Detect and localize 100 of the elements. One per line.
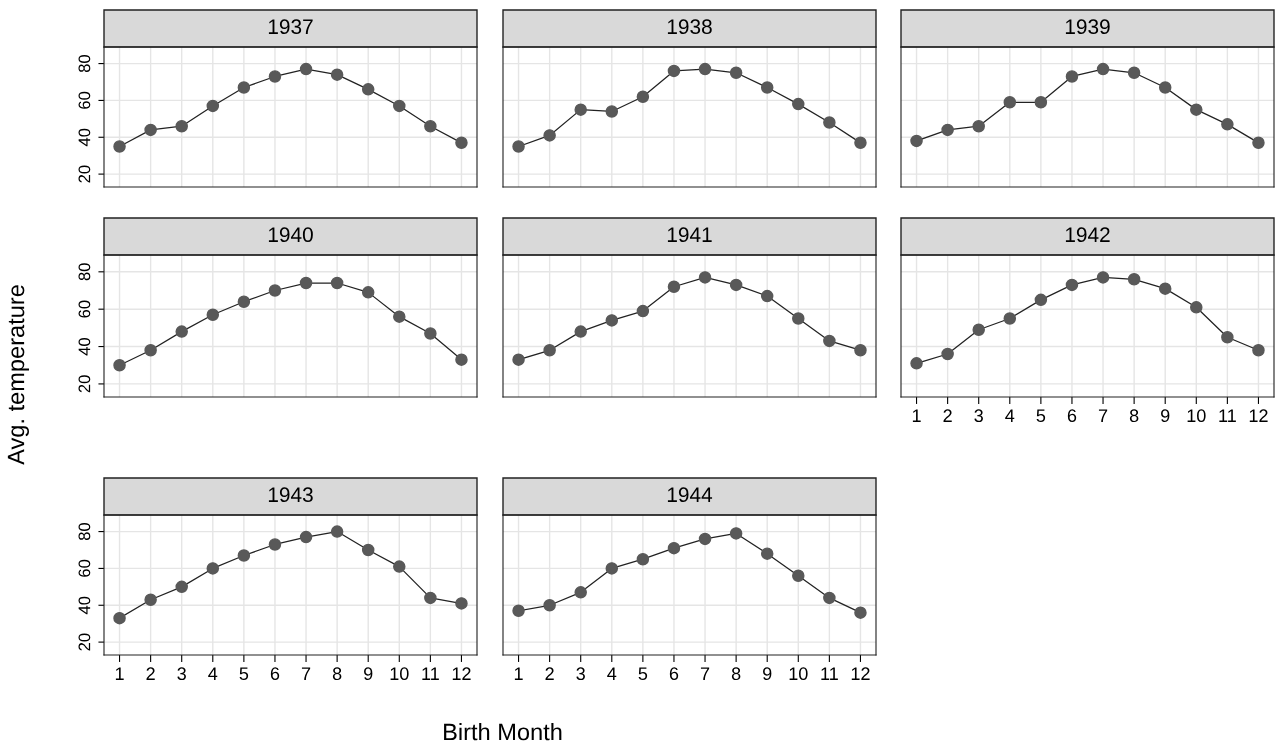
- x-tick-label: 5: [1036, 409, 1046, 423]
- x-tick-label: 5: [239, 667, 249, 681]
- point: [1252, 344, 1265, 357]
- point: [512, 353, 525, 366]
- point: [667, 541, 681, 555]
- chart-title: 1944: [667, 487, 713, 503]
- point: [113, 358, 126, 372]
- point: [512, 140, 525, 153]
- point: [1096, 62, 1110, 76]
- x-tick-label: 11: [422, 667, 439, 680]
- point: [1003, 96, 1017, 109]
- point: [1221, 330, 1234, 344]
- point: [605, 314, 619, 327]
- point: [543, 129, 556, 142]
- point: [636, 304, 650, 318]
- point: [792, 97, 805, 111]
- point: [113, 611, 126, 625]
- point: [941, 123, 954, 137]
- point: [667, 64, 681, 78]
- chart-title: 1942: [1065, 227, 1110, 243]
- point: [144, 344, 157, 357]
- y-tick-label: 20: [78, 165, 91, 183]
- point: [175, 119, 188, 133]
- point: [1065, 70, 1079, 83]
- chart-title: 1940: [268, 227, 313, 243]
- point: [574, 325, 587, 338]
- point: [636, 552, 650, 566]
- point: [1065, 278, 1079, 292]
- point: [393, 310, 406, 323]
- point: [455, 597, 468, 610]
- point: [237, 549, 251, 562]
- x-tick-label: 2: [146, 667, 155, 680]
- y-axis-title: Avg. temperature: [7, 285, 30, 465]
- point: [698, 62, 712, 76]
- x-tick-label: 6: [1067, 409, 1077, 423]
- point: [424, 119, 437, 133]
- x-tick-label: 11: [821, 667, 838, 680]
- point: [854, 606, 867, 619]
- point: [299, 530, 313, 544]
- point: [361, 83, 375, 96]
- x-tick-label: 9: [763, 667, 772, 681]
- point: [1127, 66, 1141, 80]
- point: [175, 580, 188, 594]
- point: [113, 140, 126, 153]
- x-tick-label: 3: [974, 409, 983, 423]
- point: [512, 604, 525, 618]
- point: [605, 562, 619, 575]
- x-tick-label: 3: [576, 667, 585, 681]
- point: [1221, 118, 1234, 131]
- x-tick-label: 6: [270, 667, 280, 681]
- point: [792, 312, 805, 325]
- y-tick-label: 40: [78, 596, 91, 615]
- x-tick-label: 9: [1161, 409, 1170, 423]
- x-tick-label: 8: [731, 667, 741, 681]
- x-tick-label: 3: [177, 667, 186, 681]
- point: [1127, 273, 1141, 286]
- x-axis-title: Birth Month: [444, 722, 562, 741]
- y-tick-label: 60: [78, 300, 91, 318]
- x-tick-label: 1: [912, 409, 921, 422]
- point: [1034, 96, 1048, 109]
- y-tick-label: 60: [78, 559, 91, 577]
- x-tick-label: 1: [115, 667, 124, 680]
- point: [760, 547, 774, 560]
- point: [574, 586, 587, 599]
- point: [455, 353, 468, 366]
- x-tick-label: 12: [851, 667, 870, 680]
- x-tick-label: 11: [1219, 409, 1236, 422]
- point: [823, 334, 836, 348]
- point: [237, 81, 251, 94]
- y-tick-label: 20: [78, 375, 91, 393]
- point: [206, 562, 220, 575]
- point: [175, 325, 188, 338]
- x-tick-label: 12: [452, 667, 471, 680]
- point: [1252, 136, 1265, 150]
- point: [698, 271, 712, 284]
- point: [206, 99, 220, 113]
- x-tick-label: 8: [332, 667, 342, 681]
- point: [823, 116, 836, 129]
- x-tick-label: 6: [669, 667, 679, 681]
- point: [237, 295, 251, 308]
- y-tick-label: 80: [78, 522, 91, 541]
- x-tick-label: 2: [943, 409, 952, 422]
- point: [543, 599, 556, 612]
- point: [854, 344, 867, 357]
- chart-title: 1943: [268, 487, 313, 503]
- point: [144, 123, 157, 137]
- point: [1158, 81, 1172, 94]
- point: [424, 591, 437, 605]
- y-tick-label: 40: [78, 337, 91, 356]
- point: [760, 289, 774, 303]
- point: [268, 70, 282, 83]
- chart-title: 1939: [1065, 19, 1110, 35]
- point: [361, 286, 375, 299]
- chart-title: 1937: [268, 19, 313, 35]
- x-tick-label: 2: [545, 667, 554, 680]
- point: [330, 276, 344, 290]
- point: [698, 532, 712, 546]
- point: [455, 136, 468, 150]
- point: [361, 543, 375, 557]
- chart-title: 1941: [667, 227, 712, 243]
